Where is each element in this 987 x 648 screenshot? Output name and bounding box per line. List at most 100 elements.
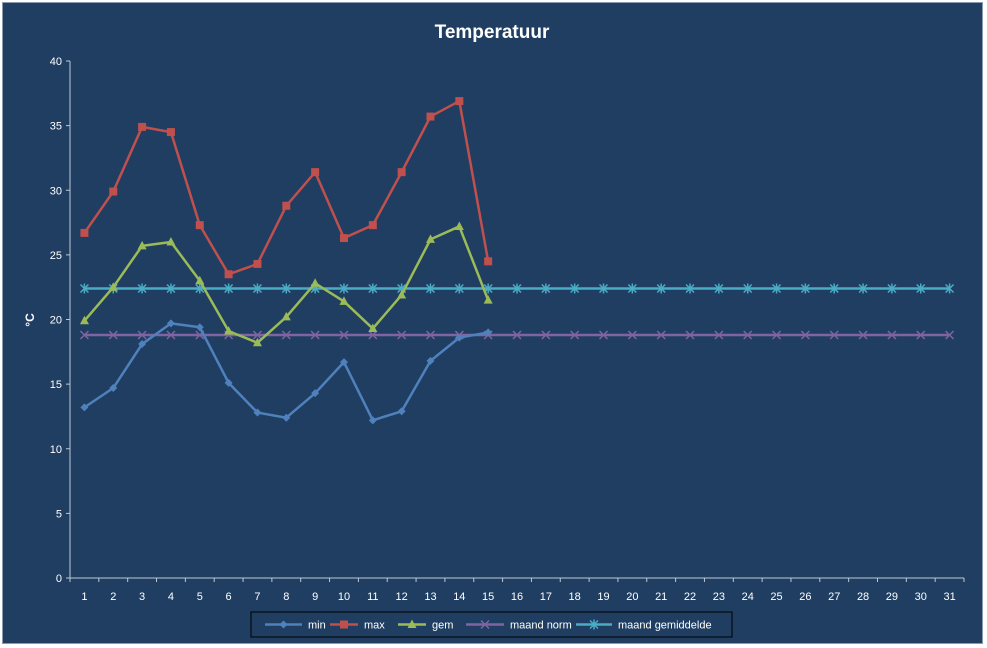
x-tick-label: 27: [828, 591, 840, 603]
x-tick-label: 7: [254, 591, 260, 603]
x-tick-label: 11: [367, 591, 378, 603]
data-point-maand-norm: [656, 330, 666, 340]
data-point-max: [224, 270, 233, 279]
x-tick-label: 6: [226, 591, 232, 603]
data-point-maand-norm: [858, 330, 868, 340]
data-point-min: [138, 340, 147, 349]
data-point-gem: [166, 236, 176, 246]
data-point-maand-norm: [137, 330, 147, 340]
data-point-maand-norm: [368, 330, 378, 340]
x-tick-label: 18: [569, 591, 581, 603]
data-point-gem: [252, 337, 262, 347]
data-point-maand-gemiddelde: [137, 283, 147, 294]
data-point-gem: [79, 315, 89, 325]
legend: min max gem maand norm maand gemiddelde: [250, 611, 733, 638]
x-tick-label: 12: [396, 591, 408, 603]
y-tick-label: 40: [50, 56, 62, 68]
data-point-max: [426, 112, 435, 121]
y-tick-label: 30: [50, 185, 62, 197]
data-point-max: [455, 97, 464, 106]
data-point-maand-gemiddelde: [714, 283, 724, 294]
y-axis-label: °C: [23, 313, 37, 327]
data-point-maand-norm: [829, 330, 839, 340]
x-tick-label: 5: [197, 591, 203, 603]
x-tick-label: 24: [742, 591, 754, 603]
data-point-min: [455, 333, 464, 342]
data-point-maand-norm: [714, 330, 724, 340]
data-point-maand-norm: [800, 330, 810, 340]
data-point-maand-norm: [339, 330, 349, 340]
data-point-maand-norm: [397, 330, 407, 340]
series-maand-gemiddelde: [79, 283, 955, 294]
data-point-max: [282, 201, 291, 210]
data-point-min: [195, 323, 204, 332]
x-tick-label: 20: [626, 591, 638, 603]
data-point-max: [80, 228, 89, 237]
x-tick-label: 15: [482, 591, 494, 603]
data-point-max: [138, 122, 147, 131]
data-point-maand-norm: [166, 330, 176, 340]
data-point-min: [311, 389, 320, 398]
data-point-maand-gemiddelde: [79, 283, 89, 294]
data-point-maand-norm: [108, 330, 118, 340]
data-point-gem: [397, 289, 407, 299]
legend-swatch-marker: [407, 619, 417, 628]
data-point-maand-norm: [570, 330, 580, 340]
data-point-max: [195, 221, 204, 230]
data-point-max: [166, 128, 175, 137]
x-tick-label: 31: [943, 591, 955, 603]
data-point-max: [484, 257, 493, 266]
data-point-min: [109, 384, 118, 393]
series-gem: [79, 221, 493, 347]
y-tick-label: 15: [50, 379, 62, 391]
data-point-maand-norm: [512, 330, 522, 340]
data-point-gem: [339, 296, 349, 305]
legend-box: [250, 611, 733, 638]
data-point-maand-norm: [425, 330, 436, 340]
data-point-maand-gemiddelde: [512, 283, 522, 294]
data-point-maand-gemiddelde: [627, 283, 637, 294]
data-point-maand-gemiddelde: [800, 283, 810, 294]
data-point-maand-gemiddelde: [454, 283, 464, 294]
y-tick-label: 10: [50, 444, 62, 456]
data-point-max: [368, 221, 377, 230]
legend-label: min: [308, 620, 326, 632]
data-point-maand-norm: [627, 330, 637, 340]
data-point-maand-norm: [772, 330, 782, 340]
data-point-min: [80, 403, 89, 412]
data-point-gem: [281, 311, 291, 321]
y-tick-label: 5: [56, 508, 62, 520]
data-point-max: [311, 168, 320, 177]
data-point-gem: [454, 221, 464, 230]
chart-title: Temperatuur: [435, 22, 550, 43]
x-tick-label: 26: [799, 591, 811, 603]
legend-item-maand-gemiddelde: maand gemiddelde: [576, 619, 712, 632]
data-point-gem: [483, 295, 493, 304]
legend-label: gem: [432, 620, 453, 632]
x-tick-label: 1: [81, 591, 87, 603]
data-point-maand-gemiddelde: [858, 283, 868, 294]
data-point-maand-gemiddelde: [887, 283, 897, 294]
data-point-maand-norm: [945, 330, 955, 340]
data-point-maand-gemiddelde: [425, 283, 436, 294]
x-tick-label: 14: [453, 591, 465, 603]
x-tick-label: 9: [312, 591, 318, 603]
data-point-gem: [137, 240, 147, 250]
data-point-min: [253, 408, 262, 417]
y-tick-label: 0: [56, 573, 62, 585]
data-point-maand-gemiddelde: [743, 283, 753, 294]
legend-swatch-marker: [480, 619, 490, 630]
series-layer: [79, 97, 955, 425]
data-point-maand-gemiddelde: [541, 283, 551, 294]
data-point-min: [282, 413, 291, 422]
data-point-min: [368, 416, 377, 425]
legend-label: max: [364, 620, 385, 632]
data-point-maand-gemiddelde: [570, 283, 580, 294]
data-point-maand-norm: [685, 330, 695, 340]
data-point-maand-norm: [541, 330, 551, 340]
legend-swatch-marker: [279, 620, 288, 629]
x-tick-label: 10: [338, 591, 350, 603]
data-point-min: [484, 328, 493, 337]
